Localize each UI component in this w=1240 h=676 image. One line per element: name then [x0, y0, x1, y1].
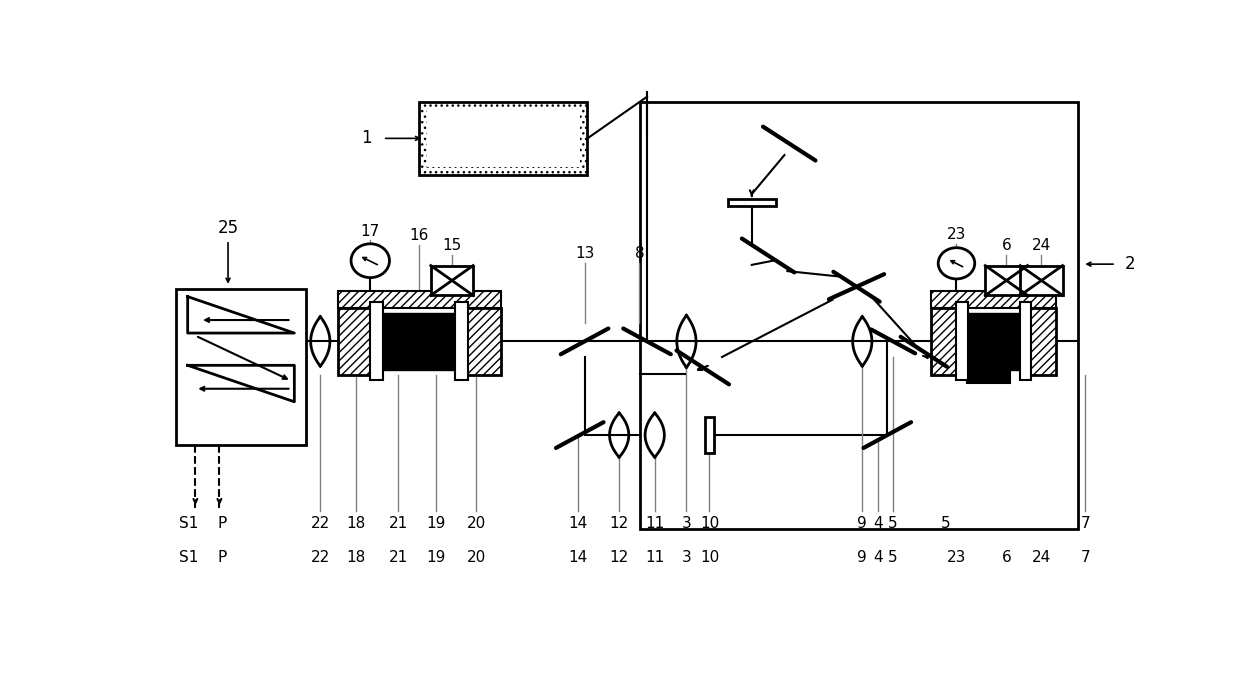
Text: 14: 14: [568, 516, 588, 531]
Bar: [337, 308, 373, 375]
Text: P: P: [218, 550, 227, 565]
Text: 20: 20: [466, 550, 486, 565]
Text: 5: 5: [940, 516, 950, 531]
Bar: [956, 302, 967, 381]
Bar: [176, 289, 306, 445]
Bar: [455, 302, 469, 381]
Text: S1: S1: [179, 550, 198, 565]
Text: 12: 12: [610, 516, 629, 531]
Bar: [728, 199, 776, 206]
Bar: [640, 102, 1078, 529]
Bar: [931, 308, 959, 375]
Text: P: P: [218, 516, 227, 531]
Text: 17: 17: [361, 224, 379, 239]
Text: 6: 6: [1002, 550, 1012, 565]
Bar: [371, 302, 383, 381]
Text: 18: 18: [346, 550, 366, 565]
Bar: [931, 291, 1056, 308]
Bar: [430, 266, 474, 295]
Text: 5: 5: [888, 516, 898, 531]
Text: 6: 6: [1002, 237, 1012, 253]
Text: 8: 8: [635, 245, 644, 261]
Text: 7: 7: [1080, 516, 1090, 531]
Text: 22: 22: [311, 516, 330, 531]
Text: 10: 10: [699, 516, 719, 531]
Text: 19: 19: [425, 550, 445, 565]
Text: 22: 22: [311, 550, 330, 565]
Text: 21: 21: [388, 550, 408, 565]
Text: 3: 3: [682, 516, 692, 531]
Text: 2: 2: [1125, 255, 1136, 273]
Text: 24: 24: [1032, 550, 1052, 565]
Text: 7: 7: [1080, 550, 1090, 565]
Bar: [704, 417, 714, 454]
Text: 23: 23: [947, 550, 966, 565]
Bar: [959, 313, 1029, 370]
Text: 18: 18: [346, 516, 366, 531]
Text: 13: 13: [575, 245, 594, 261]
Text: 4: 4: [873, 550, 883, 565]
Text: 11: 11: [645, 516, 665, 531]
Text: 5: 5: [888, 550, 898, 565]
Bar: [1021, 302, 1032, 381]
Bar: [427, 110, 580, 167]
Ellipse shape: [939, 247, 975, 279]
Text: 12: 12: [610, 550, 629, 565]
Text: 9: 9: [857, 516, 867, 531]
Text: 10: 10: [699, 550, 719, 565]
Text: 4: 4: [873, 516, 883, 531]
Bar: [419, 102, 588, 175]
Text: 20: 20: [466, 516, 486, 531]
Bar: [1021, 266, 1063, 295]
Text: 15: 15: [443, 237, 461, 253]
Text: S1: S1: [179, 516, 198, 531]
Ellipse shape: [351, 244, 389, 278]
Text: 24: 24: [1032, 237, 1052, 253]
Bar: [1029, 308, 1056, 375]
Text: 9: 9: [857, 550, 867, 565]
Bar: [337, 291, 501, 308]
Bar: [373, 313, 465, 370]
Text: 11: 11: [645, 550, 665, 565]
Bar: [967, 354, 1011, 383]
Bar: [986, 266, 1028, 295]
Text: 21: 21: [388, 516, 408, 531]
Text: 3: 3: [682, 550, 692, 565]
Text: 14: 14: [568, 550, 588, 565]
Text: 25: 25: [217, 219, 238, 237]
Text: 1: 1: [361, 129, 372, 147]
Text: 16: 16: [409, 228, 429, 243]
Text: 19: 19: [425, 516, 445, 531]
Bar: [465, 308, 501, 375]
Text: 23: 23: [947, 228, 966, 243]
